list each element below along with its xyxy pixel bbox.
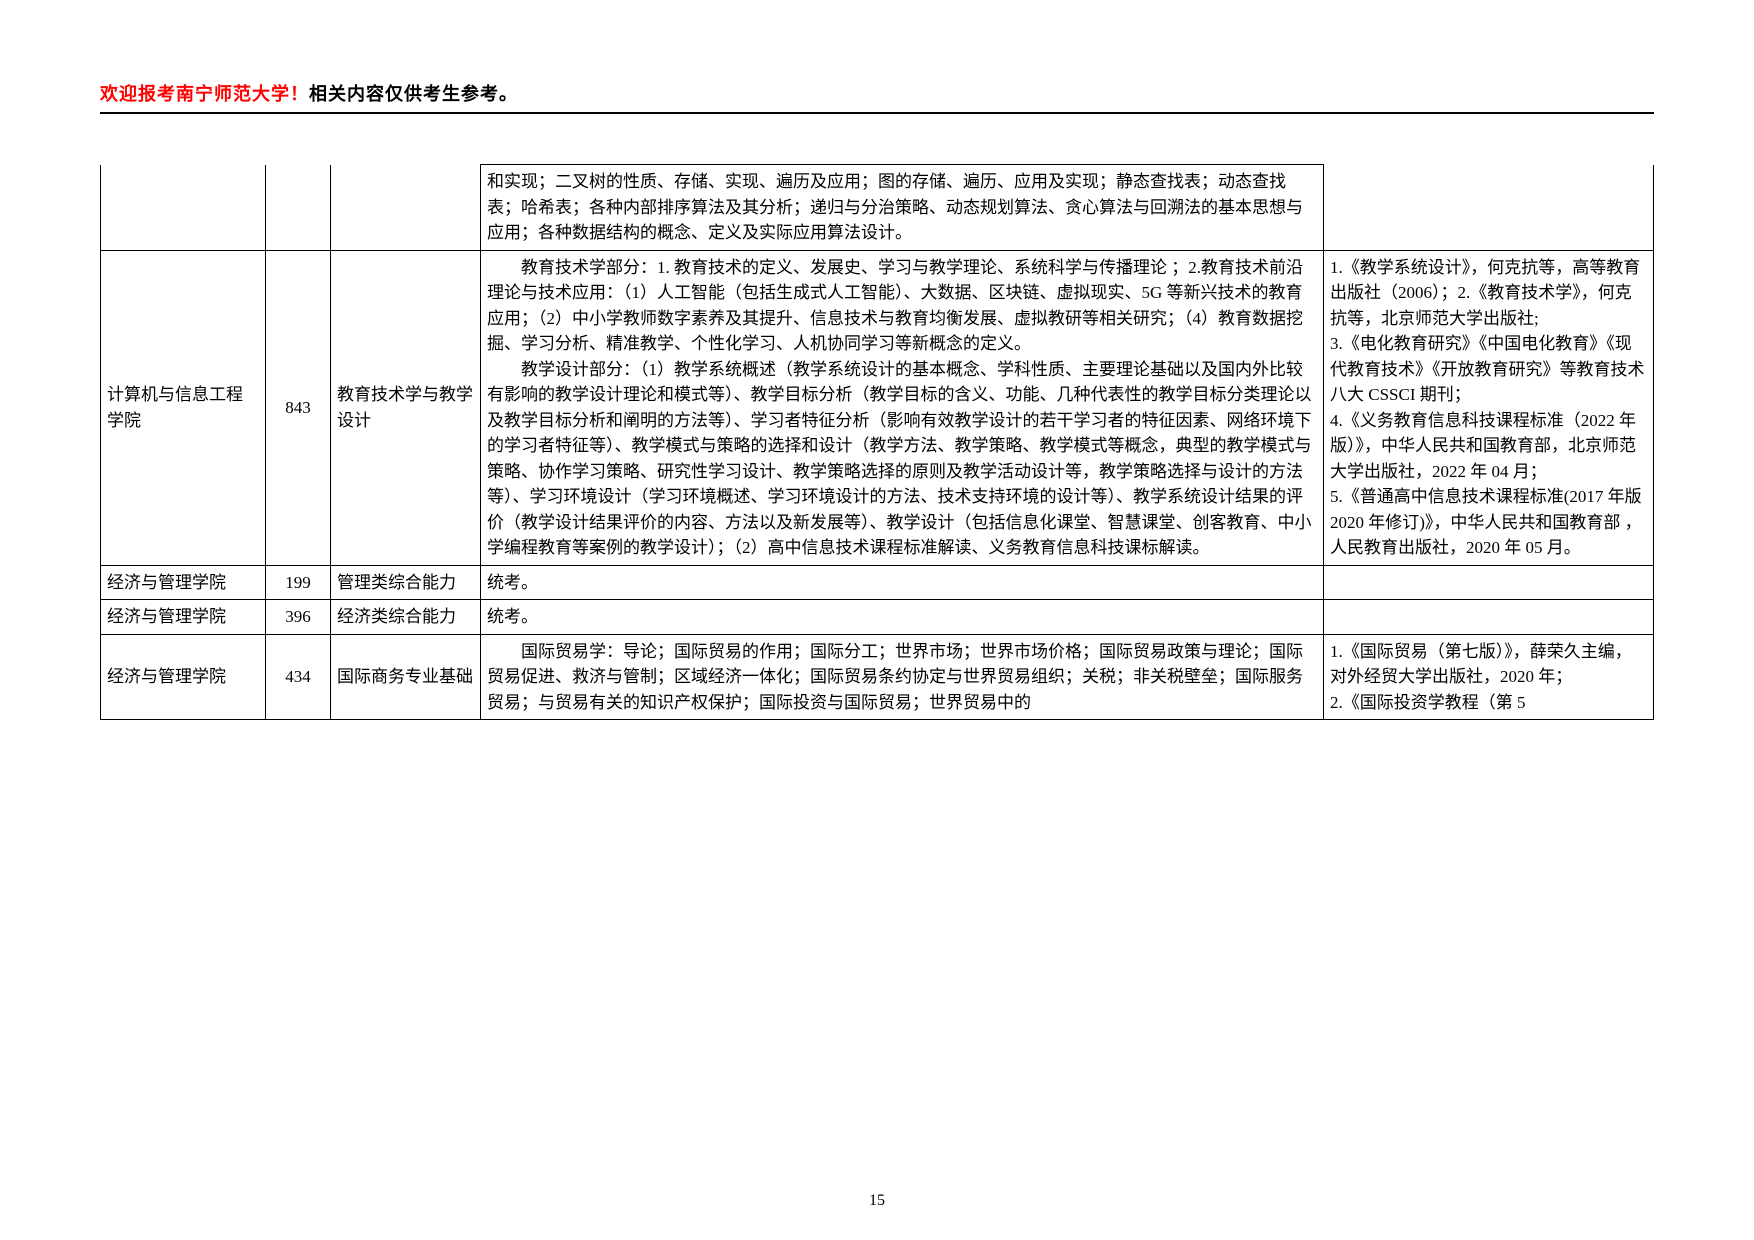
reference-cell: 1.《国际贸易（第七版）》，薛荣久主编，对外经贸大学出版社，2020 年；2.《… — [1324, 634, 1654, 720]
reference-cell — [1324, 600, 1654, 635]
table-row: 和实现；二叉树的性质、存储、实现、遍历及应用；图的存储、遍历、应用及实现；静态查… — [101, 165, 1654, 251]
reference-cell — [1324, 165, 1654, 251]
code-cell: 199 — [266, 565, 331, 600]
reference-line: 1.《教学系统设计》，何克抗等，高等教育出版社（2006）；2.《教育技术学》，… — [1330, 255, 1647, 332]
header-red-text: 欢迎报考南宁师范大学！ — [100, 84, 309, 104]
reference-line: 5.《普通高中信息技术课程标准(2017 年版 2020 年修订)》，中华人民共… — [1330, 484, 1647, 561]
subject-cell: 经济类综合能力 — [331, 600, 481, 635]
reference-line: 2.《国际投资学教程（第 5 — [1330, 690, 1647, 716]
content-cell: 统考。 — [481, 600, 1324, 635]
content-cell: 教育技术学部分：1. 教育技术的定义、发展史、学习与教学理论、系统科学与传播理论… — [481, 250, 1324, 565]
code-cell: 434 — [266, 634, 331, 720]
page-number: 15 — [0, 1192, 1754, 1210]
header-divider — [100, 112, 1654, 114]
content-paragraph: 教育技术学部分：1. 教育技术的定义、发展史、学习与教学理论、系统科学与传播理论… — [487, 255, 1317, 357]
code-cell: 396 — [266, 600, 331, 635]
subject-cell: 教育技术学与教学设计 — [331, 250, 481, 565]
subject-cell — [331, 165, 481, 251]
table-row: 经济与管理学院199管理类综合能力统考。 — [101, 565, 1654, 600]
dept-cell: 经济与管理学院 — [101, 634, 266, 720]
content-cell: 和实现；二叉树的性质、存储、实现、遍历及应用；图的存储、遍历、应用及实现；静态查… — [481, 165, 1324, 251]
code-cell — [266, 165, 331, 251]
code-cell: 843 — [266, 250, 331, 565]
dept-cell — [101, 165, 266, 251]
reference-line: 1.《国际贸易（第七版）》，薛荣久主编，对外经贸大学出版社，2020 年； — [1330, 639, 1647, 690]
content-cell: 统考。 — [481, 565, 1324, 600]
content-line: 统考。 — [487, 570, 1317, 596]
reference-cell: 1.《教学系统设计》，何克抗等，高等教育出版社（2006）；2.《教育技术学》，… — [1324, 250, 1654, 565]
reference-cell — [1324, 565, 1654, 600]
dept-cell: 经济与管理学院 — [101, 565, 266, 600]
subject-cell: 管理类综合能力 — [331, 565, 481, 600]
table-row: 经济与管理学院434国际商务专业基础国际贸易学：导论；国际贸易的作用；国际分工；… — [101, 634, 1654, 720]
header-normal-text: 相关内容仅供考生参考。 — [309, 84, 518, 104]
reference-line: 3.《电化教育研究》《中国电化教育》《现代教育技术》《开放教育研究》等教育技术八… — [1330, 331, 1647, 408]
content-line: 统考。 — [487, 604, 1317, 630]
table-row: 计算机与信息工程学院843教育技术学与教学设计教育技术学部分：1. 教育技术的定… — [101, 250, 1654, 565]
content-paragraph: 教学设计部分：（1）教学系统概述（教学系统设计的基本概念、学科性质、主要理论基础… — [487, 357, 1317, 561]
page-header: 欢迎报考南宁师范大学！相关内容仅供考生参考。 — [100, 80, 1654, 106]
reference-line: 4.《义务教育信息科技课程标准（2022 年版）》，中华人民共和国教育部，北京师… — [1330, 408, 1647, 485]
content-cell: 国际贸易学：导论；国际贸易的作用；国际分工；世界市场；世界市场价格；国际贸易政策… — [481, 634, 1324, 720]
content-paragraph: 国际贸易学：导论；国际贸易的作用；国际分工；世界市场；世界市场价格；国际贸易政策… — [487, 639, 1317, 716]
dept-cell: 经济与管理学院 — [101, 600, 266, 635]
subject-cell: 国际商务专业基础 — [331, 634, 481, 720]
course-table: 和实现；二叉树的性质、存储、实现、遍历及应用；图的存储、遍历、应用及实现；静态查… — [100, 164, 1654, 720]
table-row: 经济与管理学院396经济类综合能力统考。 — [101, 600, 1654, 635]
content-line: 和实现；二叉树的性质、存储、实现、遍历及应用；图的存储、遍历、应用及实现；静态查… — [487, 169, 1317, 246]
dept-cell: 计算机与信息工程学院 — [101, 250, 266, 565]
